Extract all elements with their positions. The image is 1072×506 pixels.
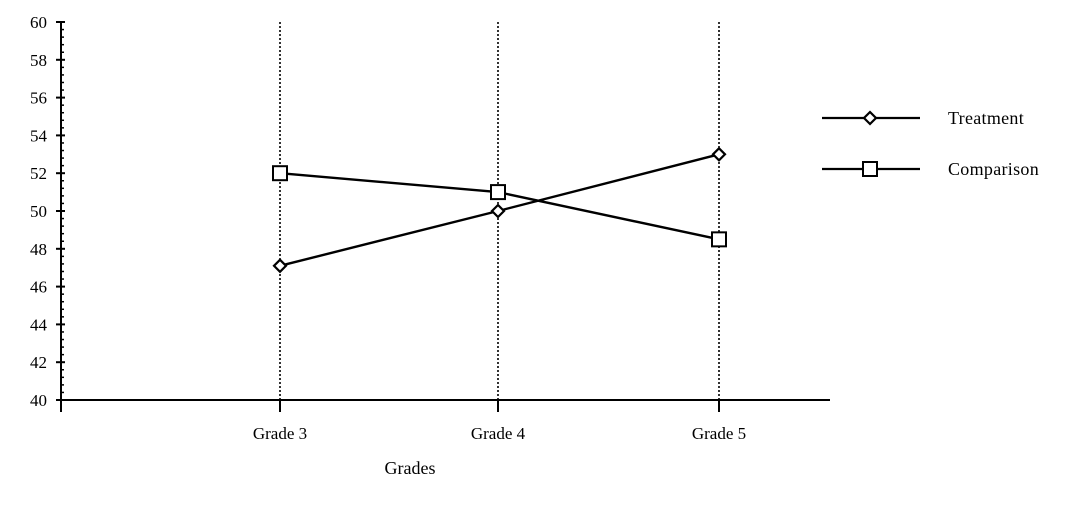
y-tick-label: 48 — [30, 240, 47, 259]
x-axis-title: Grades — [385, 458, 436, 478]
y-tick-label: 50 — [30, 202, 47, 221]
square-marker — [490, 184, 506, 201]
x-category-label: Grade 3 — [253, 424, 307, 443]
square-marker — [862, 161, 878, 177]
y-tick-label: 42 — [30, 353, 47, 372]
legend-label: Comparison — [948, 159, 1039, 179]
diamond-marker — [711, 146, 727, 162]
square-marker — [711, 231, 727, 248]
y-tick-label: 60 — [30, 13, 47, 32]
y-tick-label: 46 — [30, 278, 47, 297]
legend-item-treatment: Treatment — [822, 108, 1024, 128]
diamond-marker — [490, 203, 506, 219]
series-treatment — [272, 146, 727, 274]
diamond-marker — [272, 258, 288, 274]
legend: Treatment Comparison — [822, 108, 1039, 179]
y-tick-label: 56 — [30, 89, 47, 108]
legend-item-comparison: Comparison — [822, 159, 1039, 179]
x-axis-ticks: Grade 3 Grade 4 Grade 5 — [60, 400, 746, 443]
y-tick-label: 44 — [30, 315, 48, 334]
series-comparison — [272, 165, 727, 248]
x-category-label: Grade 5 — [692, 424, 746, 443]
legend-label: Treatment — [948, 108, 1024, 128]
y-tick-label: 52 — [30, 164, 47, 183]
data-series — [272, 146, 727, 274]
x-category-label: Grade 4 — [471, 424, 526, 443]
y-tick-label: 58 — [30, 51, 47, 70]
y-tick-label: 40 — [30, 391, 47, 410]
axes — [60, 21, 830, 412]
square-marker — [272, 165, 288, 182]
y-axis-ticks: 40 42 44 46 48 50 52 54 56 58 60 — [30, 13, 65, 410]
diamond-marker — [862, 110, 878, 126]
y-tick-label: 54 — [30, 126, 48, 145]
